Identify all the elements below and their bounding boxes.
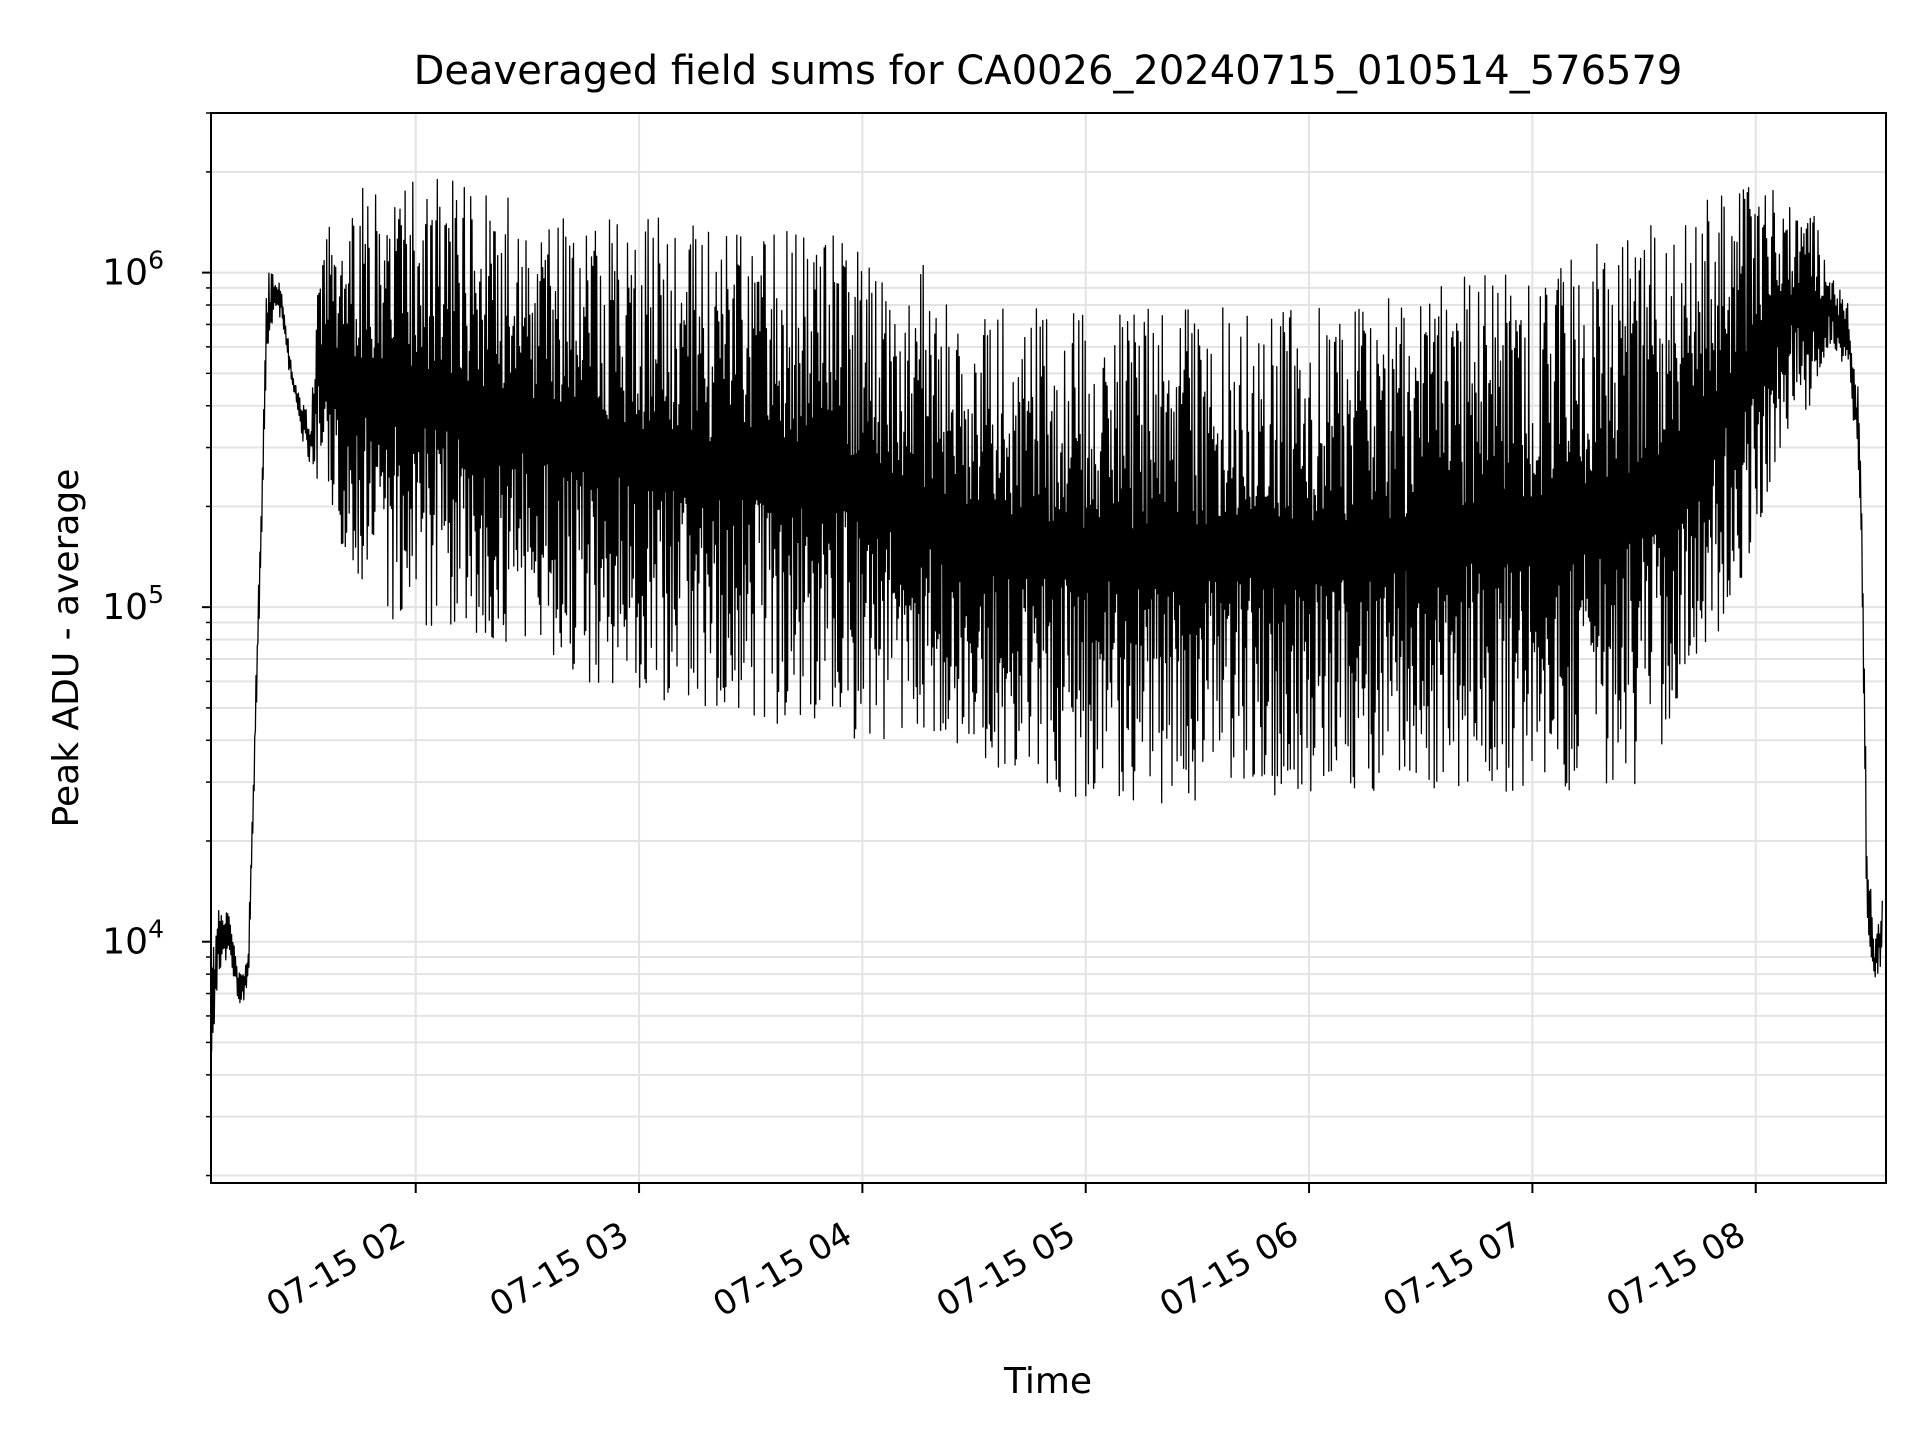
x-axis-label: Time	[1003, 1361, 1092, 1402]
series-path	[210, 178, 1883, 1052]
series-line	[210, 178, 1883, 1052]
y-tick-label: 104	[102, 915, 164, 963]
plot-area-frame	[210, 112, 1887, 1184]
y-axis-label: Peak ADU - average	[46, 469, 87, 828]
y-tick-label: 106	[102, 246, 164, 294]
y-tick-label: 105	[102, 580, 164, 628]
chart-title: Deaveraged field sums for CA0026_2024071…	[414, 48, 1683, 94]
